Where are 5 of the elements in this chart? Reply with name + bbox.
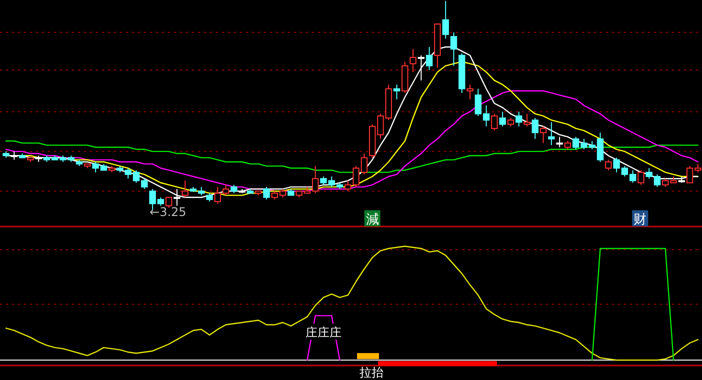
annotation: ←3.25	[150, 204, 186, 219]
text: 減	[366, 212, 379, 228]
annotation: 庄庄庄	[305, 326, 342, 340]
text: 拉抬	[360, 365, 384, 380]
text: 财	[634, 212, 647, 228]
